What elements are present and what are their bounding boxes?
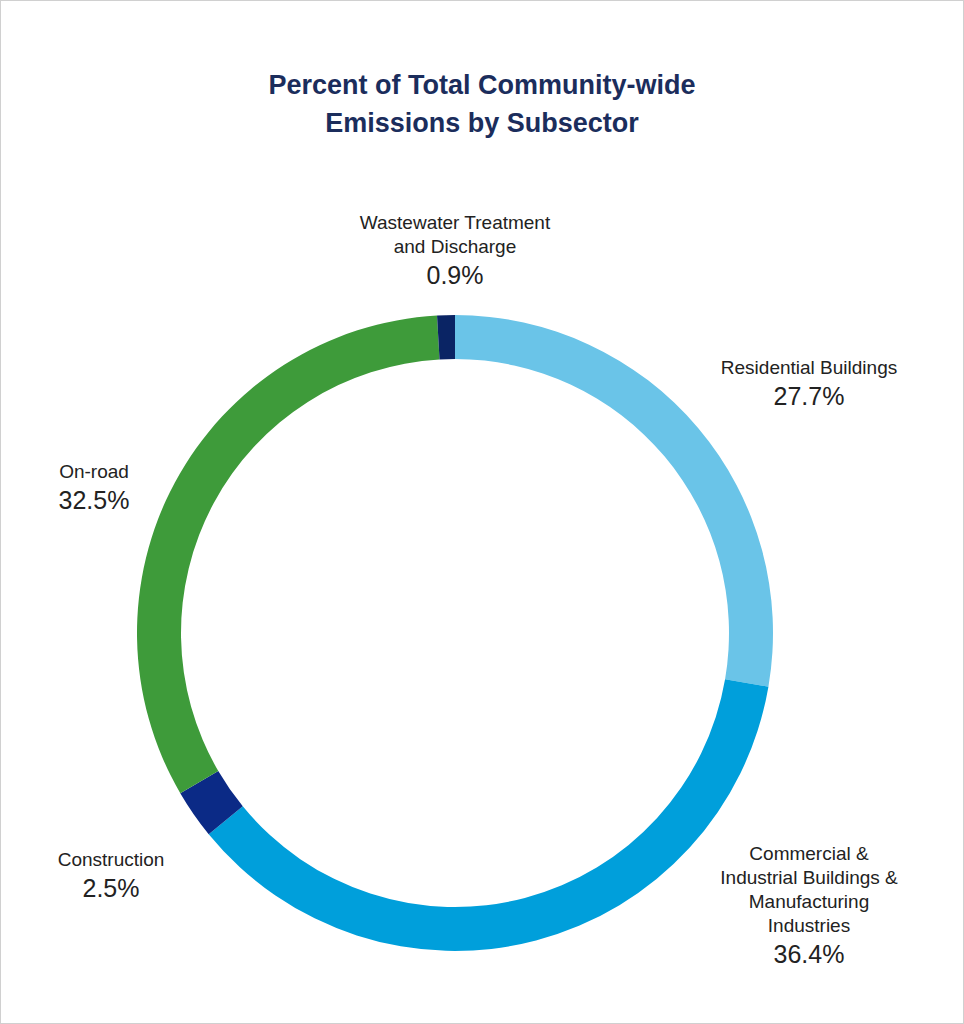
svg-text:Residential Buildings: Residential Buildings [721, 357, 897, 378]
svg-text:Commercial &: Commercial & [749, 843, 869, 864]
svg-text:32.5%: 32.5% [59, 486, 130, 514]
svg-text:Percent of Total Community-wid: Percent of Total Community-wide [268, 70, 695, 100]
svg-text:0.9%: 0.9% [427, 261, 484, 289]
svg-text:and Discharge: and Discharge [394, 236, 517, 257]
svg-text:Emissions by Subsector: Emissions by Subsector [325, 108, 639, 138]
svg-text:Construction: Construction [58, 849, 165, 870]
svg-text:2.5%: 2.5% [83, 874, 140, 902]
svg-text:36.4%: 36.4% [774, 940, 845, 968]
svg-text:Industrial Buildings &: Industrial Buildings & [720, 867, 898, 888]
svg-text:Manufacturing: Manufacturing [749, 891, 869, 912]
svg-text:On-road: On-road [59, 461, 129, 482]
svg-text:27.7%: 27.7% [774, 382, 845, 410]
svg-text:Industries: Industries [768, 915, 850, 936]
svg-text:Wastewater Treatment: Wastewater Treatment [360, 212, 551, 233]
